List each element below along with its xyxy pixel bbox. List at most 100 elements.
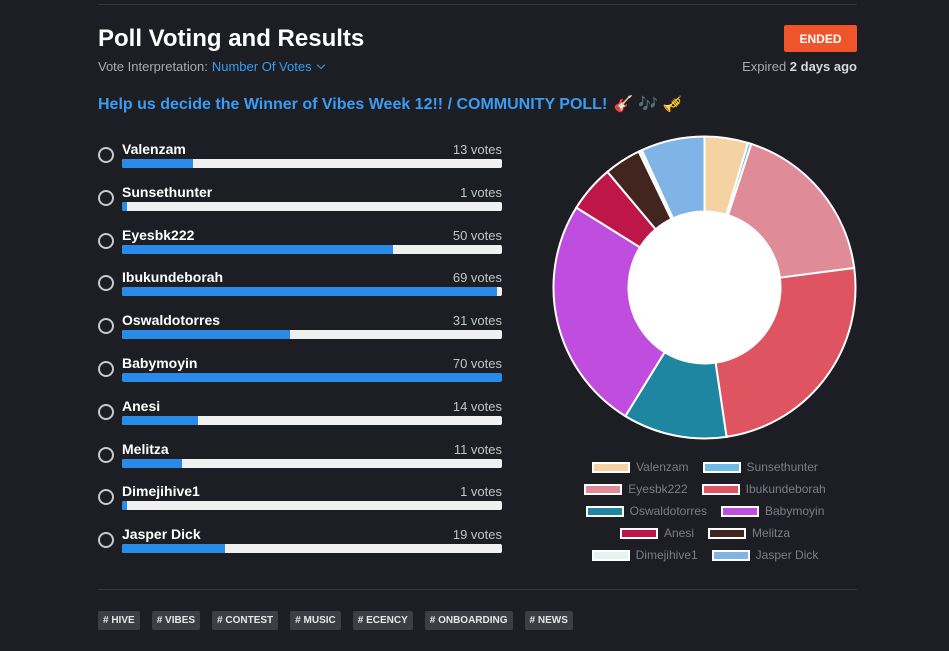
option-name: Ibukundeborah xyxy=(122,269,224,286)
vote-bar-fill xyxy=(122,330,291,340)
option-votes: 50 votes xyxy=(452,227,502,243)
vote-bar-track xyxy=(122,330,502,340)
interpretation-label: Vote Interpretation: xyxy=(98,59,208,74)
radio-icon[interactable] xyxy=(98,403,114,420)
legend-row: Eyesbk222 Ibukundeborah xyxy=(560,478,850,500)
poll-option[interactable]: Valenzam 13 votes xyxy=(98,140,502,183)
tag[interactable]: # ONBOARDING xyxy=(424,611,513,630)
expired-prefix: Expired xyxy=(742,59,787,74)
vote-bar-track xyxy=(122,544,502,554)
status-badge: ENDED xyxy=(784,25,857,52)
vote-interpretation: Vote Interpretation: Number Of Votes xyxy=(98,59,325,74)
page-title: Poll Voting and Results xyxy=(98,25,365,52)
legend-item[interactable]: Melitza xyxy=(708,526,790,540)
legend-item[interactable]: Anesi xyxy=(619,526,694,540)
question-emoji: 🎸 🎶 🎺 xyxy=(613,96,683,113)
vote-bar-fill xyxy=(122,159,193,168)
vote-bar-track xyxy=(122,372,502,382)
legend-label: Babymoyin xyxy=(765,504,825,518)
option-votes: 14 votes xyxy=(452,398,502,414)
option-votes: 13 votes xyxy=(452,142,502,157)
poll-option[interactable]: Dimejihive1 1 votes xyxy=(98,482,502,525)
legend-swatch xyxy=(591,549,630,561)
option-name: Eyesbk222 xyxy=(122,226,195,243)
legend-item[interactable]: Babymoyin xyxy=(721,504,824,518)
vote-bar-fill xyxy=(122,287,497,297)
legend-swatch xyxy=(585,505,624,517)
legend-item[interactable]: Ibukundeborah xyxy=(701,482,826,496)
interpretation-value: Number Of Votes xyxy=(211,59,312,74)
legend-swatch xyxy=(711,549,750,561)
vote-bar-track xyxy=(122,159,502,168)
legend-label: Jasper Dick xyxy=(755,548,819,562)
legend-label: Melitza xyxy=(752,526,791,540)
poll-option[interactable]: Anesi 14 votes xyxy=(98,397,502,440)
vote-bar-fill xyxy=(122,201,128,211)
legend-swatch xyxy=(702,461,741,473)
option-votes: 70 votes xyxy=(452,355,502,371)
option-votes: 31 votes xyxy=(452,313,502,329)
vote-bar-fill xyxy=(122,372,502,382)
legend-label: Valenzam xyxy=(636,460,689,474)
legend-item[interactable]: Jasper Dick xyxy=(711,548,819,562)
poll-option[interactable]: Ibukundeborah 69 votes xyxy=(98,268,502,311)
radio-icon[interactable] xyxy=(98,532,114,549)
chevron-down-icon xyxy=(316,60,325,70)
legend-row: Dimejihive1 Jasper Dick xyxy=(560,544,850,566)
vote-bar-fill xyxy=(122,501,128,511)
poll-option[interactable]: Oswaldotorres 31 votes xyxy=(98,311,502,354)
legend-item[interactable]: Sunsethunter xyxy=(702,460,818,474)
donut-hole xyxy=(628,211,781,364)
legend-item[interactable]: Dimejihive1 xyxy=(591,548,698,562)
option-votes: 1 votes xyxy=(460,484,502,500)
expired-text: Expired 2 days ago xyxy=(742,59,857,74)
expired-value: 2 days ago xyxy=(789,59,857,74)
tag[interactable]: # HIVE xyxy=(98,611,140,630)
radio-icon[interactable] xyxy=(98,489,114,506)
legend-swatch xyxy=(701,483,740,495)
legend-label: Anesi xyxy=(663,526,694,540)
option-name: Valenzam xyxy=(122,141,186,157)
option-name: Dimejihive1 xyxy=(122,483,200,500)
interpretation-dropdown[interactable]: Number Of Votes xyxy=(211,59,325,74)
donut-chart xyxy=(552,135,857,440)
poll-option[interactable]: Eyesbk222 50 votes xyxy=(98,226,502,269)
vote-bar-track xyxy=(122,458,502,468)
legend-label: Dimejihive1 xyxy=(635,548,698,562)
legend-item[interactable]: Eyesbk222 xyxy=(584,482,688,496)
legend-label: Ibukundeborah xyxy=(745,482,826,496)
option-name: Babymoyin xyxy=(122,354,198,371)
option-name: Jasper Dick xyxy=(122,526,201,543)
tag[interactable]: # ECENCY xyxy=(352,611,413,630)
tag[interactable]: # CONTEST xyxy=(212,611,279,630)
poll-option[interactable]: Sunsethunter 1 votes xyxy=(98,183,502,226)
radio-icon[interactable] xyxy=(98,275,114,292)
poll-option[interactable]: Melitza 11 votes xyxy=(98,440,502,483)
legend-label: Sunsethunter xyxy=(746,460,818,474)
legend-row: Anesi Melitza xyxy=(560,522,850,544)
vote-bar-track xyxy=(122,287,502,297)
option-votes: 1 votes xyxy=(460,184,502,200)
radio-icon[interactable] xyxy=(98,446,114,463)
tag[interactable]: # NEWS xyxy=(524,611,573,630)
legend-swatch xyxy=(592,461,631,473)
vote-bar-track xyxy=(122,201,502,211)
legend-label: Oswaldotorres xyxy=(629,504,707,518)
radio-icon[interactable] xyxy=(98,318,114,335)
poll-option[interactable]: Babymoyin 70 votes xyxy=(98,354,502,397)
legend-row: Valenzam Sunsethunter xyxy=(560,456,850,478)
legend-item[interactable]: Oswaldotorres xyxy=(585,504,707,518)
top-divider xyxy=(98,4,857,5)
legend-row: Oswaldotorres Babymoyin xyxy=(560,500,850,522)
legend-swatch xyxy=(708,527,746,539)
radio-icon[interactable] xyxy=(98,360,114,377)
question-text: Help us decide the Winner of Vibes Week … xyxy=(98,96,608,113)
tag[interactable]: # VIBES xyxy=(151,611,201,630)
radio-icon[interactable] xyxy=(98,189,114,206)
poll-option[interactable]: Jasper Dick 19 votes xyxy=(98,525,502,568)
radio-icon[interactable] xyxy=(98,147,114,163)
radio-icon[interactable] xyxy=(98,232,114,249)
tag[interactable]: # MUSIC xyxy=(290,611,341,630)
option-name: Anesi xyxy=(122,397,161,414)
legend-item[interactable]: Valenzam xyxy=(592,460,689,474)
